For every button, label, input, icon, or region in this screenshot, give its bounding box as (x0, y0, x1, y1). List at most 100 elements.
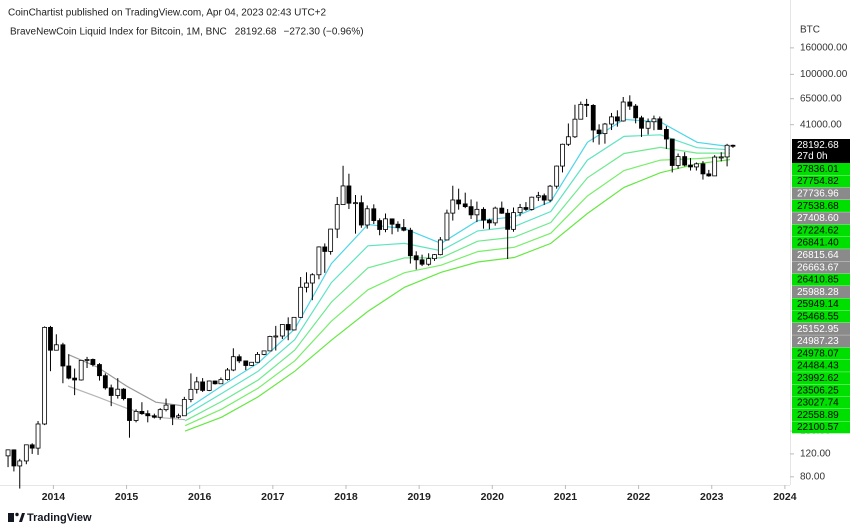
candle-body (645, 121, 651, 129)
price-label-box (792, 347, 850, 360)
candle-body (364, 208, 370, 226)
moving-average-line (184, 134, 731, 416)
candle-body (200, 381, 206, 391)
candle-body (554, 165, 560, 187)
candle-body (127, 398, 132, 421)
price-label-box (792, 384, 850, 397)
x-tick-label: 2016 (188, 491, 212, 503)
last-price-label: 28192.68 (797, 140, 839, 151)
price-label-box (792, 175, 850, 188)
price-label-box (792, 249, 850, 262)
candle-body (547, 185, 553, 201)
candle-body (413, 255, 419, 261)
candle-body (340, 185, 346, 206)
candle-body (304, 282, 309, 288)
candle-body (669, 138, 675, 166)
candle-body (121, 388, 127, 399)
candle-body (590, 105, 596, 131)
price-label: 24987.23 (797, 336, 839, 347)
candle-body (511, 212, 516, 230)
candle-body (584, 103, 590, 106)
price-label-box (792, 212, 850, 225)
x-tick-label: 2019 (407, 491, 431, 503)
candle-body (426, 258, 432, 265)
candle-body (377, 220, 383, 230)
candle-body (212, 380, 218, 385)
candle-body (609, 116, 614, 125)
candle-body (170, 404, 176, 418)
candle-body (578, 103, 584, 120)
price-label-box (792, 273, 850, 286)
candle-body (48, 326, 53, 351)
candle-body (225, 369, 230, 380)
moving-average-line (184, 155, 731, 427)
price-label-box (792, 163, 850, 175)
price-label: 24484.43 (797, 361, 839, 372)
price-label-box (792, 372, 850, 385)
price-label: 26410.85 (797, 275, 839, 286)
candle-body (78, 359, 84, 381)
candle-body (11, 449, 17, 467)
candle-body (72, 377, 78, 381)
candle-body (565, 136, 571, 145)
candle-body (218, 379, 224, 385)
x-tick-label: 2022 (627, 491, 651, 503)
candle-body (255, 354, 260, 363)
candle-body (407, 229, 413, 257)
price-label: 22558.89 (797, 410, 839, 421)
price-label: 22100.57 (797, 422, 839, 433)
moving-average-line (184, 146, 730, 422)
candle-body (17, 460, 23, 467)
candle-body (5, 449, 11, 457)
candle-body (115, 388, 121, 396)
candle-body (462, 203, 468, 208)
candle-body (499, 207, 505, 214)
candle-body (444, 212, 450, 241)
candle-body (236, 356, 242, 362)
y-tick-label: 100000.00 (800, 69, 848, 80)
price-label: 27224.62 (797, 225, 839, 236)
candle-body (23, 444, 29, 462)
candle-body (97, 364, 102, 377)
candle-body (188, 388, 194, 400)
price-label-box (792, 310, 850, 323)
candle-body (279, 324, 285, 337)
price-label: 27754.82 (797, 176, 839, 187)
candle-body (468, 206, 474, 216)
candle-body (60, 344, 66, 367)
candle-body (285, 324, 291, 331)
price-change: −272.30 (−0.96%) (283, 27, 363, 38)
price-label: 25949.14 (797, 299, 839, 310)
x-tick-label: 2024 (773, 491, 797, 503)
candle-body (328, 228, 334, 252)
candle-body (486, 219, 492, 224)
price-label-box (792, 322, 850, 335)
candle-body (450, 199, 456, 214)
candle-body (474, 208, 480, 216)
candle-body (663, 129, 669, 140)
candle-body (267, 336, 273, 352)
candle-body (706, 173, 712, 177)
price-label: 23506.25 (797, 385, 839, 396)
moving-average-line (67, 385, 186, 421)
y-unit: BTC (800, 25, 820, 36)
moving-average-line (184, 159, 731, 432)
candle-body (29, 444, 35, 449)
candle-body (133, 410, 139, 421)
price-label: 25468.55 (797, 312, 839, 323)
candle-body (718, 156, 724, 159)
candle-body (176, 415, 181, 418)
price-label-box (792, 335, 850, 348)
price-label-box (792, 359, 850, 372)
x-tick-label: 2023 (700, 491, 724, 503)
countdown: 27d 0h (797, 151, 828, 162)
candle-body (401, 227, 407, 231)
candle-body (206, 380, 212, 391)
candle-body (432, 254, 437, 260)
candle-body (84, 359, 90, 361)
candle-body (371, 208, 377, 221)
logo-mark (15, 512, 19, 517)
candle-body (53, 344, 59, 351)
